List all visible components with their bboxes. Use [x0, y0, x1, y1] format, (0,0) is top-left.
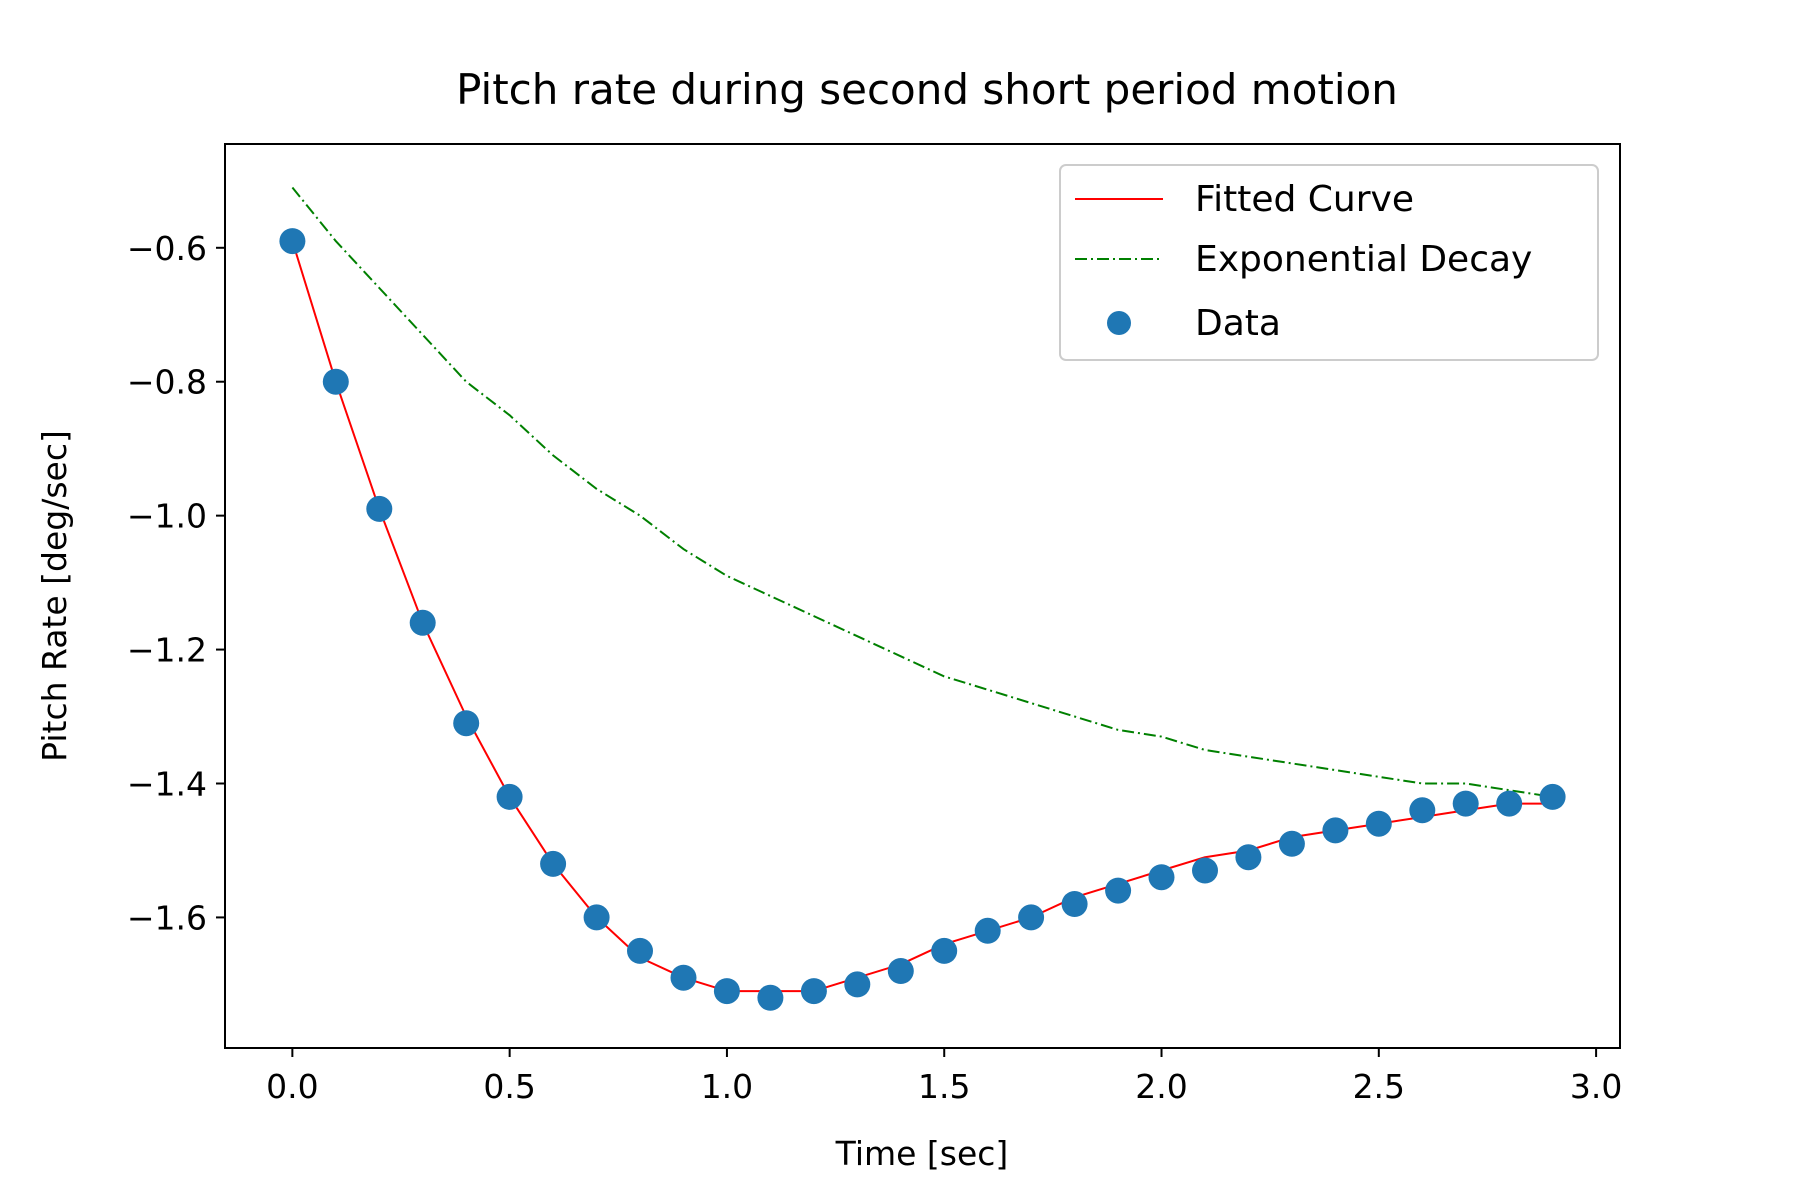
data-point [974, 917, 1001, 944]
data-point [1539, 783, 1566, 810]
data-point [366, 495, 393, 522]
chart-title: Pitch rate during second short period mo… [456, 65, 1398, 114]
x-tick-label: 2.5 [1353, 1067, 1405, 1106]
data-point [1278, 830, 1305, 857]
legend-data-label: Data [1195, 303, 1281, 344]
x-tick-label: 2.0 [1135, 1067, 1187, 1106]
data-point [1409, 797, 1436, 824]
x-tick-label: 0.5 [483, 1067, 535, 1106]
y-axis-label: Pitch Rate [deg/sec] [35, 430, 74, 762]
data-point [627, 937, 653, 964]
data-point [583, 904, 610, 931]
x-axis: 0.0 0.5 1.0 1.5 2.0 2.5 3.0 [266, 1048, 1622, 1106]
data-point [713, 978, 740, 1005]
legend-decay-label: Exponential Decay [1195, 239, 1532, 280]
legend-box [1059, 164, 1599, 361]
data-point [757, 984, 784, 1011]
data-point [1452, 790, 1479, 817]
y-tick-label: −0.6 [127, 229, 207, 268]
data-point [1322, 817, 1349, 844]
data-point [1496, 790, 1523, 817]
y-tick-label: −1.4 [127, 764, 207, 803]
y-tick-label: −1.2 [127, 631, 207, 670]
data-point [453, 710, 480, 737]
data-point [1235, 844, 1262, 871]
data-point [931, 937, 958, 964]
y-axis: −0.6 −0.8 −1.0 −1.2 −1.4 −1.6 [127, 229, 225, 937]
data-point [1148, 864, 1175, 891]
data-point [1061, 891, 1088, 917]
data-point [1192, 857, 1218, 884]
legend-data-swatch [1107, 311, 1131, 335]
data-point [540, 850, 567, 877]
data-point [800, 978, 827, 1005]
data-point [322, 368, 349, 395]
data-point [1105, 877, 1132, 904]
data-point [1018, 904, 1045, 931]
x-tick-label: 0.0 [266, 1067, 318, 1106]
data-point [409, 609, 436, 636]
x-axis-label: Time [sec] [835, 1134, 1009, 1173]
data-point [844, 971, 871, 998]
data-point [279, 228, 306, 255]
y-tick-label: −0.8 [127, 363, 207, 402]
y-tick-label: −1.6 [127, 898, 207, 937]
series-layer [279, 186, 1566, 1011]
x-tick-label: 3.0 [1570, 1067, 1622, 1106]
data-point [496, 783, 523, 810]
data-point [670, 964, 697, 991]
legend: Fitted Curve Exponential Decay Data [1059, 164, 1599, 361]
y-tick-label: −1.0 [127, 497, 207, 536]
exponential-decay-line [291, 186, 1553, 798]
legend-fitted-label: Fitted Curve [1195, 179, 1414, 220]
x-tick-label: 1.0 [701, 1067, 753, 1106]
data-point [1365, 810, 1392, 837]
x-tick-label: 1.5 [918, 1067, 970, 1106]
data-point [887, 958, 914, 984]
